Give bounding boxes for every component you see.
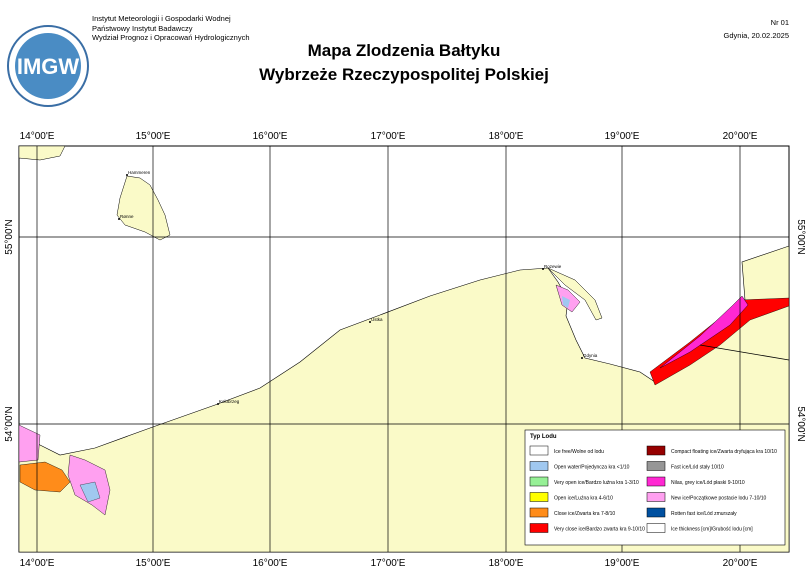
legend-swatch xyxy=(646,523,666,533)
place-marker xyxy=(118,218,120,220)
place-label: Ustka xyxy=(371,317,383,322)
legend-swatch xyxy=(529,507,549,518)
place-label: Rozewie xyxy=(544,264,562,269)
legend-swatch xyxy=(529,461,549,471)
place-marker xyxy=(542,268,544,270)
legend-swatch xyxy=(646,492,666,502)
latitude-label: 55°00'N xyxy=(795,219,806,254)
subtitle: Wybrzeże Rzeczypospolitej Polskiej xyxy=(259,65,549,84)
legend-label: Open water/Pojedyncza kra <1/10 xyxy=(554,465,630,471)
legend-swatch xyxy=(529,492,549,502)
longitude-label: 20°00'E xyxy=(723,131,758,142)
institute-line: Państwowy Instytut Badawczy xyxy=(92,24,193,33)
legend-swatch xyxy=(529,445,549,456)
place-label: Hammeren xyxy=(128,170,151,175)
place-marker xyxy=(126,174,128,176)
place-date: Gdynia, 20.02.2025 xyxy=(724,31,789,40)
longitude-label: 18°00'E xyxy=(489,131,524,142)
place-marker xyxy=(217,403,219,405)
longitude-label: 15°00'E xyxy=(136,558,171,569)
place-label: Gdynia xyxy=(583,353,598,358)
place-label: Kołobrzeg xyxy=(219,399,240,404)
legend-swatch xyxy=(529,523,549,533)
place-marker xyxy=(369,321,371,323)
legend-label: New ice/Początkowe postacie lodu 7-10/10 xyxy=(671,496,767,502)
longitude-label: 18°00'E xyxy=(489,558,524,569)
longitude-label: 14°00'E xyxy=(20,558,55,569)
legend-swatch xyxy=(646,476,666,487)
logo: IMGW xyxy=(7,25,89,107)
legend-swatch xyxy=(646,507,666,518)
latitude-label: 55°00'N xyxy=(4,219,15,254)
legend: Typ Lodu Ice free/Wolne od lodu Open wate… xyxy=(524,429,786,546)
place-marker xyxy=(581,357,583,359)
legend-label: Ice thickness [cm]/Grubość lodu [cm] xyxy=(671,527,753,533)
longitude-label: 14°00'E xyxy=(20,131,55,142)
legend-label: Very open ice/Bardzo luźna kra 1-3/10 xyxy=(554,480,639,486)
longitude-label: 20°00'E xyxy=(723,558,758,569)
legend-label: Nilas, grey ice/Lód płaski 9-10/10 xyxy=(671,480,745,486)
legend-label: Close ice/Zwarta kra 7-8/10 xyxy=(554,511,615,517)
legend-title: Typ Lodu xyxy=(530,434,557,440)
legend-label: Compact floating ice/Zwarta dryfująca kr… xyxy=(671,449,777,455)
latitude-label: 54°00'N xyxy=(4,406,15,441)
institute-line: Instytut Meteorologii i Gospodarki Wodne… xyxy=(92,14,231,23)
longitude-label: 15°00'E xyxy=(136,131,171,142)
longitude-label: 17°00'E xyxy=(371,558,406,569)
legend-swatch xyxy=(529,476,549,487)
legend-swatch xyxy=(646,461,666,471)
institute-line: Wydział Prognoz i Opracowań Hydrologiczn… xyxy=(92,33,250,42)
issue-number: Nr 01 xyxy=(771,18,789,27)
graticule: 14°00'E 14°00'E 15°00'E 15°00'E 16°00'E 16°00… xyxy=(4,131,806,569)
longitude-label: 19°00'E xyxy=(605,558,640,569)
place-label: Rønne xyxy=(120,214,134,219)
latitude-label: 54°00'N xyxy=(795,406,806,441)
legend-label: Open ice/Luźna kra 4-6/10 xyxy=(554,496,613,502)
legend-label: Very close ice/Bardzo zwarta kra 9-10/10 xyxy=(554,527,645,533)
longitude-label: 16°00'E xyxy=(253,131,288,142)
title: Mapa Zlodzenia Bałtyku xyxy=(308,41,501,60)
legend-label: Fast ice/Lód stały 10/10 xyxy=(671,465,724,471)
longitude-label: 19°00'E xyxy=(605,131,640,142)
logo-text: IMGW xyxy=(17,54,80,79)
longitude-label: 17°00'E xyxy=(371,131,406,142)
legend-label: Rotten fast ice/Lód zmurszały xyxy=(671,511,737,517)
longitude-label: 16°00'E xyxy=(253,558,288,569)
legend-label: Ice free/Wolne od lodu xyxy=(554,449,604,455)
legend-swatch xyxy=(646,445,666,456)
